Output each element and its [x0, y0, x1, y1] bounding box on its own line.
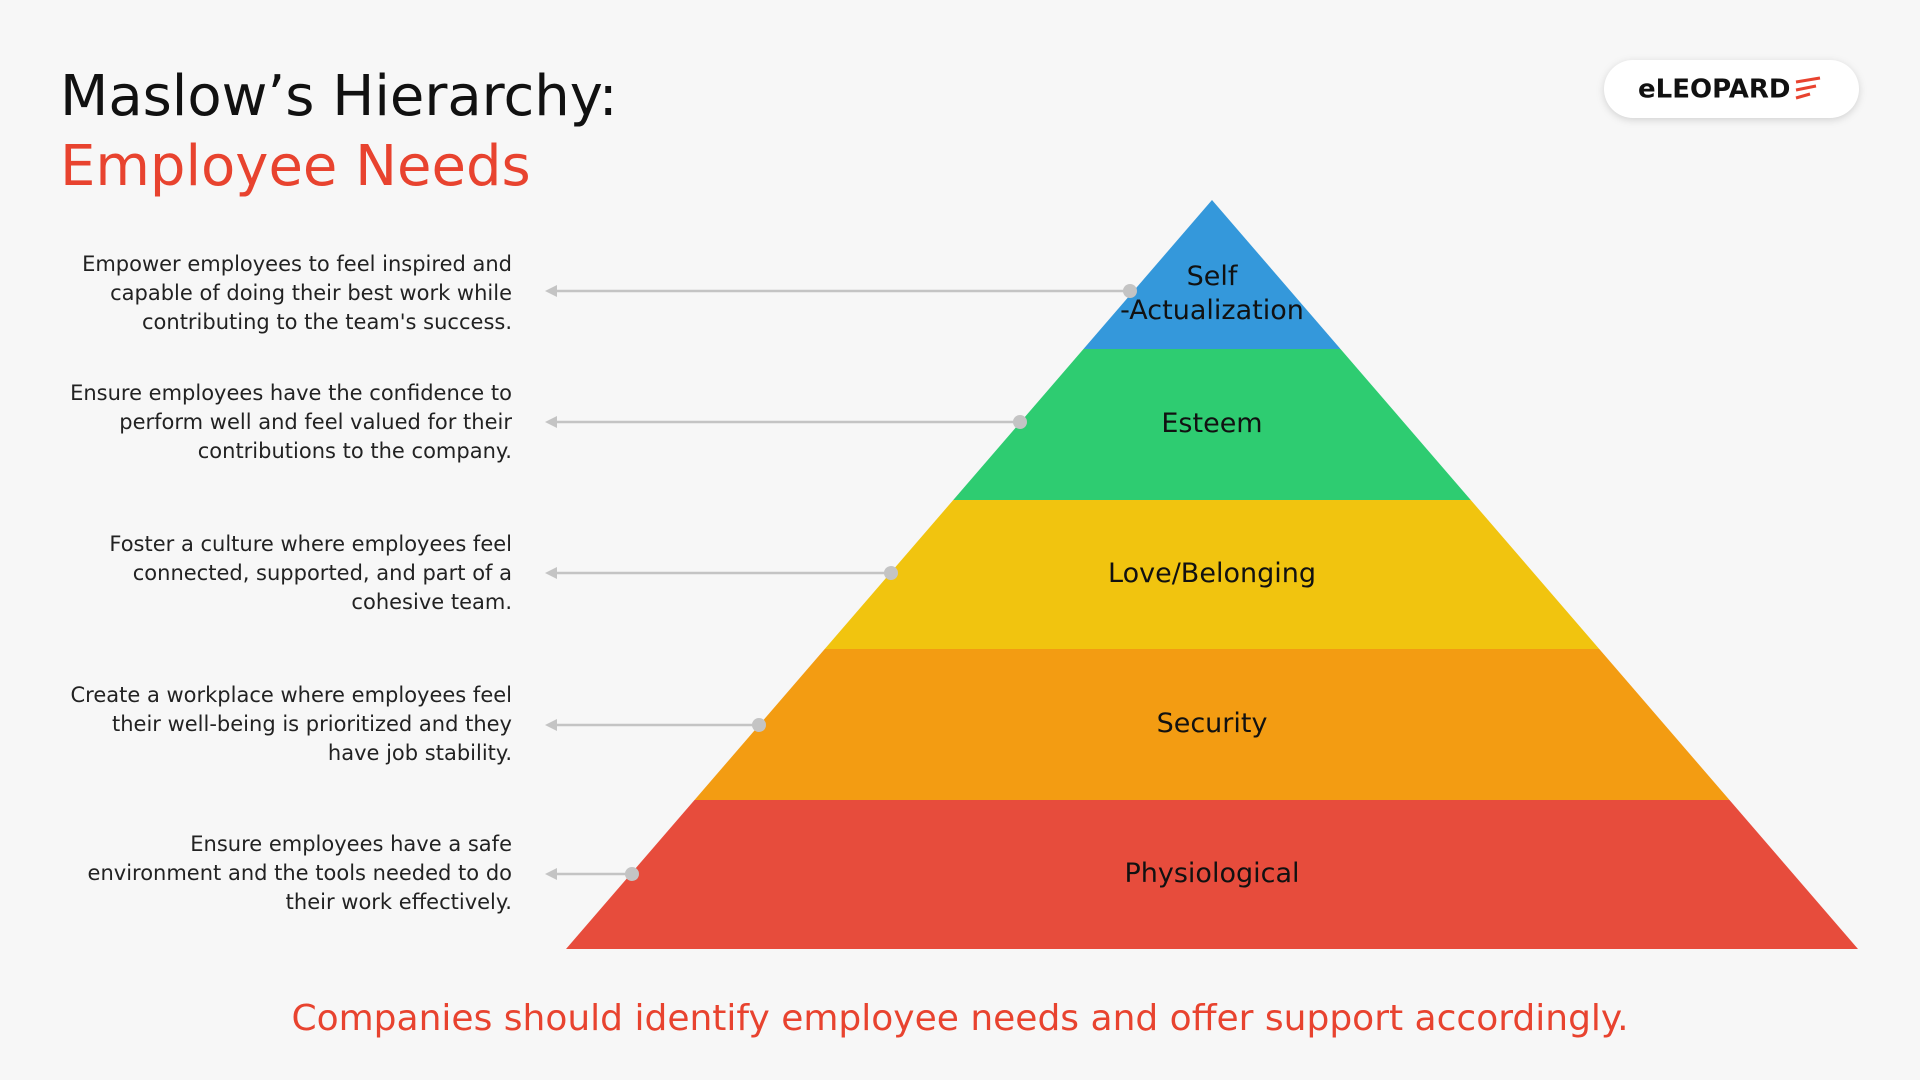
- arrowhead: [545, 285, 557, 297]
- level-label: Love/Belonging: [1108, 558, 1316, 589]
- level-description: capable of doing their best work while: [110, 281, 512, 305]
- pyramid-level: [953, 349, 1471, 500]
- level-description: perform well and feel valued for their: [119, 410, 512, 434]
- level-description: Empower employees to feel inspired and: [82, 252, 512, 276]
- level-description: have job stability.: [328, 741, 512, 765]
- logo-icon: [1795, 76, 1821, 100]
- pyramid-level: [566, 800, 1858, 949]
- connector-dot: [884, 566, 898, 580]
- arrowhead: [545, 868, 557, 880]
- level-description: their well-being is prioritized and they: [112, 712, 512, 736]
- level-label: Security: [1157, 708, 1268, 739]
- arrowhead: [545, 416, 557, 428]
- level-description: cohesive team.: [351, 590, 512, 614]
- connector-dot: [752, 718, 766, 732]
- logo-text: eLEOPARD: [1638, 75, 1790, 105]
- subtitle: Employee Needs: [60, 134, 531, 199]
- level-description: Ensure employees have the confidence to: [70, 381, 512, 405]
- level-label: Physiological: [1124, 858, 1299, 889]
- level-description: contributing to the team's success.: [142, 310, 512, 334]
- title: Maslow’s Hierarchy:: [60, 64, 618, 129]
- logo-pill: [1604, 60, 1859, 118]
- level-label: Self: [1187, 261, 1239, 292]
- connector-dot: [1123, 284, 1137, 298]
- level-description: contributions to the company.: [198, 439, 512, 463]
- footer: Companies should identify employee needs…: [291, 998, 1628, 1039]
- level-label: -Actualization: [1120, 295, 1304, 326]
- level-description: environment and the tools needed to do: [88, 861, 512, 885]
- connector-dot: [625, 867, 639, 881]
- level-description: Foster a culture where employees feel: [109, 532, 512, 556]
- level-label: Esteem: [1161, 408, 1262, 439]
- pyramid-level: [1083, 200, 1341, 349]
- pyramid-level: [824, 500, 1600, 649]
- level-description: Ensure employees have a safe: [190, 832, 512, 856]
- arrowhead: [545, 567, 557, 579]
- arrowhead: [545, 719, 557, 731]
- level-description: connected, supported, and part of a: [133, 561, 512, 585]
- level-description: their work effectively.: [286, 890, 512, 914]
- connector-dot: [1013, 415, 1027, 429]
- pyramid-level: [694, 649, 1730, 800]
- level-description: Create a workplace where employees feel: [70, 683, 512, 707]
